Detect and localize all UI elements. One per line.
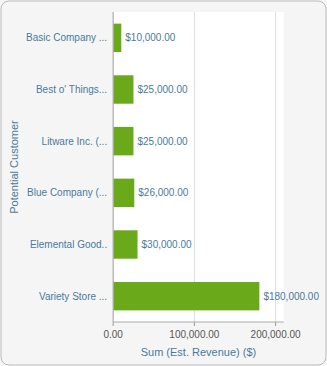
- category-label: Variety Store ...: [39, 291, 107, 302]
- x-axis-line: [113, 322, 284, 323]
- grid-line: [113, 12, 114, 322]
- x-tick: [194, 322, 195, 326]
- bar: [113, 282, 259, 310]
- bar: [113, 230, 137, 258]
- background: [1, 1, 326, 365]
- bar: [113, 75, 133, 103]
- bar: [113, 127, 133, 155]
- category-label: Best o' Things...: [36, 84, 107, 95]
- bar: [113, 179, 134, 207]
- category-label: Litware Inc. (...: [42, 136, 108, 147]
- data-label: $30,000.00: [142, 239, 192, 250]
- category-label: Blue Company (...: [27, 187, 107, 198]
- x-tick: [113, 322, 114, 326]
- category-label: Basic Company ...: [26, 32, 107, 43]
- chart: Potential Customer Variety Store ... Eleme…: [0, 0, 327, 366]
- data-label: $25,000.00: [137, 136, 187, 147]
- plot-area: [113, 12, 284, 322]
- x-tick: [275, 322, 276, 326]
- grid-line: [275, 12, 276, 322]
- data-label: $26,000.00: [138, 187, 188, 198]
- data-label: $25,000.00: [137, 84, 187, 95]
- x-tick-label: 0.00: [103, 329, 123, 340]
- x-tick-label: 200,000.00: [251, 329, 301, 340]
- y-axis-line: [113, 12, 114, 322]
- bar: [113, 24, 121, 52]
- x-axis-label: Sum (Est. Revenue) ($): [141, 346, 257, 358]
- grid: [113, 12, 275, 322]
- data-label: $10,000.00: [125, 32, 175, 43]
- y-axis-label: Potential Customer: [8, 120, 20, 214]
- x-tick-label: 100,000.00: [169, 329, 219, 340]
- grid-line: [194, 12, 195, 322]
- data-label: $180,000.00: [263, 291, 319, 302]
- bars: [113, 24, 259, 311]
- category-label: Elemental Good..: [30, 239, 107, 250]
